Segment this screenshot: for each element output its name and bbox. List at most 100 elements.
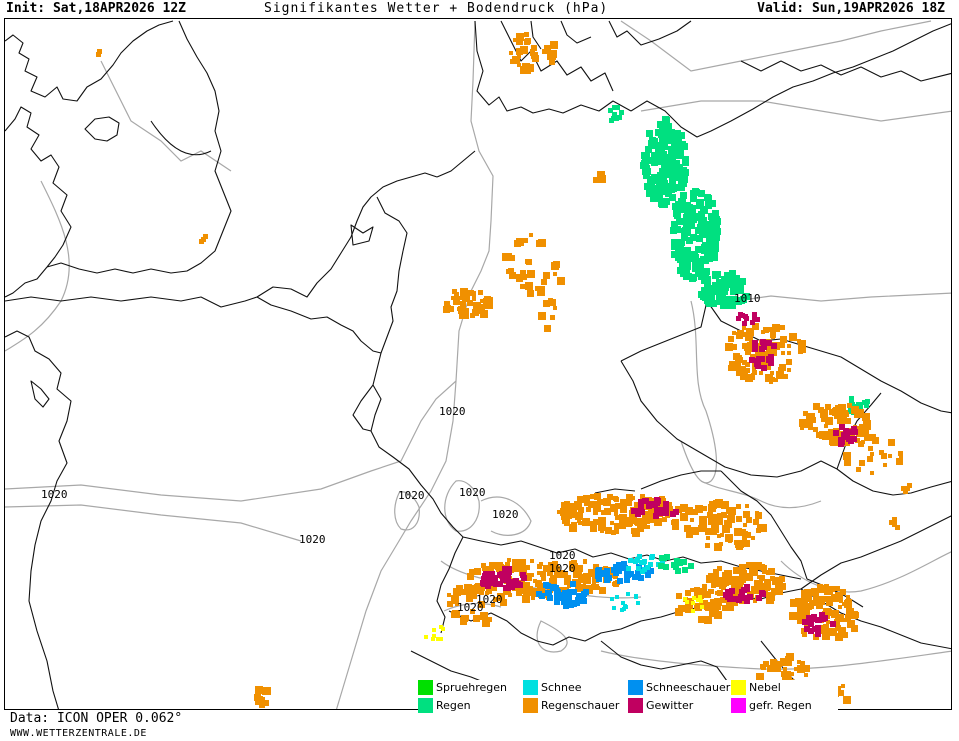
precip-cell	[870, 471, 874, 475]
precip-cell	[612, 582, 616, 586]
site-url[interactable]: WWW.WETTERZENTRALE.DE	[10, 728, 147, 739]
precip-cell	[728, 516, 734, 522]
precip-cell	[653, 513, 659, 519]
precip-cell	[575, 512, 583, 520]
precip-cell	[637, 554, 642, 559]
precip-cell	[781, 671, 787, 677]
precip-cell	[790, 599, 798, 607]
precip-cell	[794, 667, 798, 671]
precip-cell	[676, 593, 682, 599]
precip-cell	[667, 507, 673, 513]
precip-cell	[803, 411, 808, 416]
precip-cell	[439, 637, 443, 641]
weather-map[interactable]: 1010 1020 1020 1020 1020 1020 1020 1020 …	[4, 18, 952, 710]
precip-cell	[676, 145, 683, 152]
precip-cell	[583, 495, 590, 502]
precip-cell	[881, 453, 887, 459]
precip-cell	[690, 518, 694, 522]
precip-cell	[595, 573, 601, 579]
precip-cell	[659, 133, 666, 140]
precip-cell	[690, 588, 694, 592]
precip-cell	[835, 586, 840, 591]
precip-cell	[859, 424, 865, 430]
precip-cell	[745, 504, 749, 508]
precip-cell	[660, 182, 667, 189]
precip-cell	[622, 565, 628, 571]
precip-cell	[593, 510, 598, 515]
precip-cell	[761, 351, 768, 358]
precip-cell	[449, 308, 453, 312]
precip-cell	[819, 585, 827, 593]
precip-cell	[825, 404, 831, 410]
precip-cell	[728, 539, 732, 543]
precip-cell	[567, 589, 573, 595]
valid-time: Valid: Sun,19APR2026 18Z	[757, 1, 945, 16]
precip-cell	[701, 287, 708, 294]
precip-cell	[624, 577, 630, 583]
precip-cell	[712, 210, 719, 217]
precip-cell	[806, 604, 812, 610]
precip-cell	[683, 220, 690, 227]
precip-cell	[608, 108, 613, 113]
precip-cell	[665, 168, 672, 175]
precip-cell	[704, 194, 711, 201]
precip-cell	[254, 694, 261, 701]
precip-cell	[713, 569, 719, 575]
precip-cell	[570, 563, 578, 571]
precip-cell	[717, 606, 721, 610]
precip-cell	[493, 581, 499, 587]
precip-cell	[601, 510, 606, 515]
precip-cell	[838, 605, 842, 609]
precip-cell	[673, 152, 680, 159]
precip-cell	[745, 368, 750, 373]
precip-cell	[698, 616, 705, 623]
precip-cell	[502, 566, 508, 572]
precip-cell	[675, 608, 683, 616]
precip-cell	[770, 371, 774, 375]
precip-cell	[864, 403, 869, 408]
precip-cell	[739, 278, 746, 285]
precip-cell	[550, 41, 558, 49]
precip-cell	[485, 583, 491, 589]
precip-cell	[672, 523, 679, 530]
precip-cell	[684, 525, 691, 532]
precip-cell	[685, 605, 693, 613]
precip-cell	[669, 181, 676, 188]
precip-cell	[591, 571, 596, 576]
precip-cell	[516, 38, 523, 45]
precip-cell	[543, 582, 549, 588]
precip-cell	[521, 274, 527, 280]
precip-cell	[847, 403, 852, 408]
precip-cell	[537, 564, 542, 569]
precip-cell	[665, 124, 672, 131]
precip-cell	[725, 272, 732, 279]
precip-cell	[678, 180, 685, 187]
precip-cell	[581, 598, 587, 604]
precip-cell	[683, 597, 687, 601]
precip-cell	[843, 428, 849, 434]
precip-cell	[570, 581, 576, 587]
precip-cell	[548, 52, 556, 60]
precip-cell	[626, 500, 632, 506]
precip-cell	[508, 593, 512, 597]
precip-cell	[679, 169, 686, 176]
precip-cell	[720, 597, 726, 603]
precip-cell	[826, 599, 833, 606]
precip-cell	[664, 156, 671, 163]
precip-cell	[661, 163, 668, 170]
precip-cell	[862, 413, 870, 421]
precip-cell	[543, 300, 550, 307]
precip-cell	[695, 267, 702, 274]
precip-cell	[481, 563, 486, 568]
precip-cell	[648, 562, 653, 567]
precip-cell	[523, 582, 530, 589]
precip-cell	[694, 587, 700, 593]
precip-cell	[898, 451, 903, 456]
precip-cell	[576, 565, 583, 572]
precip-cell	[824, 587, 832, 595]
precip-cell	[712, 240, 719, 247]
precip-cell	[593, 519, 599, 525]
precip-cell	[720, 533, 724, 537]
precip-cell	[594, 493, 601, 500]
precip-cell	[844, 412, 849, 417]
